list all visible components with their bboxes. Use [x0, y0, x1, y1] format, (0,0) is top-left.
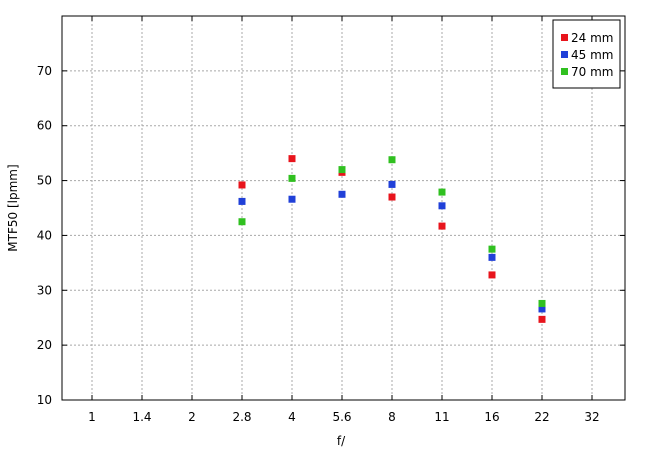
y-tick-label: 70: [37, 64, 52, 78]
legend-label-70mm: 70 mm: [571, 65, 613, 79]
x-tick-label: 2: [188, 410, 196, 424]
data-point-70mm: [338, 166, 346, 174]
y-tick-label: 50: [37, 174, 52, 188]
data-point-24mm: [388, 193, 396, 201]
data-point-24mm: [438, 222, 446, 230]
data-point-45mm: [438, 202, 446, 210]
x-tick-label: 2.8: [232, 410, 251, 424]
x-tick-label: 22: [534, 410, 549, 424]
data-point-45mm: [238, 197, 246, 205]
data-point-70mm: [438, 188, 446, 196]
data-point-70mm: [388, 156, 396, 164]
legend-label-24mm: 24 mm: [571, 31, 613, 45]
x-tick-label: 32: [584, 410, 599, 424]
legend-marker-70mm: [561, 68, 568, 75]
x-tick-label: 1: [88, 410, 96, 424]
legend-label-45mm: 45 mm: [571, 48, 613, 62]
x-tick-label: 4: [288, 410, 296, 424]
data-point-70mm: [538, 299, 546, 307]
data-point-70mm: [238, 218, 246, 226]
data-point-45mm: [488, 253, 496, 261]
x-tick-labels: 1 1.4 2 2.8 4 5.6 8 11 16 22 32: [88, 410, 599, 424]
data-point-24mm: [488, 271, 496, 279]
axis-ticks: [62, 16, 625, 401]
x-tick-label: 8: [388, 410, 396, 424]
plot-frame: [61, 15, 626, 401]
x-tick-label: 11: [434, 410, 449, 424]
x-tick-label: 16: [484, 410, 499, 424]
data-point-24mm: [288, 155, 296, 163]
legend-marker-24mm: [561, 34, 568, 41]
data-point-45mm: [388, 180, 396, 188]
legend: 24 mm 45 mm 70 mm: [552, 19, 621, 89]
data-points: [238, 155, 546, 323]
y-tick-label: 10: [37, 393, 52, 407]
y-tick-labels: 10 20 30 40 50 60 70: [37, 64, 52, 407]
y-tick-label: 30: [37, 283, 52, 297]
x-tick-label: 5.6: [332, 410, 351, 424]
data-point-45mm: [338, 190, 346, 198]
data-point-45mm: [538, 305, 546, 313]
y-tick-label: 40: [37, 228, 52, 242]
data-point-70mm: [288, 174, 296, 182]
legend-marker-45mm: [561, 51, 568, 58]
plot-area: [62, 16, 625, 400]
y-tick-label: 20: [37, 338, 52, 352]
data-point-24mm: [538, 315, 546, 323]
data-point-24mm: [238, 181, 246, 189]
y-tick-label: 60: [37, 119, 52, 133]
x-tick-label: 1.4: [132, 410, 151, 424]
x-axis-title: f/: [337, 434, 346, 448]
data-point-45mm: [288, 195, 296, 203]
data-point-70mm: [488, 245, 496, 253]
y-axis-title: MTF50 [lpmm]: [6, 164, 20, 251]
